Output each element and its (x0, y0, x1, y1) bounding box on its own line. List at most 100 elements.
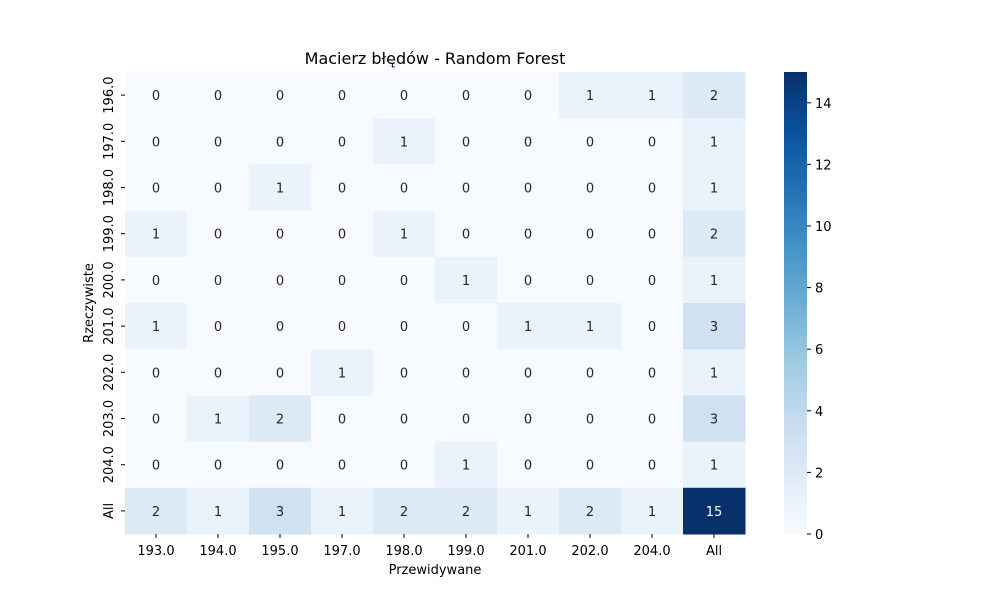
heatmap-cell (373, 395, 436, 443)
cell-value-label: 0 (152, 366, 160, 381)
cell-value-label: 0 (462, 89, 470, 104)
y-tick-label: 204.0 (102, 446, 117, 483)
cell-value-label: 0 (338, 182, 346, 197)
heatmap-cell (435, 349, 498, 396)
cell-value-label: 0 (648, 182, 656, 197)
cell-value-label: 0 (524, 413, 532, 428)
cell-value-label: 0 (462, 228, 470, 243)
heatmap-cell (373, 441, 436, 489)
cell-value-label: 0 (338, 459, 346, 474)
heatmap-cell (435, 210, 498, 258)
cell-value-label: 0 (648, 228, 656, 243)
heatmap-cell (559, 72, 622, 119)
cell-value-label: 1 (338, 505, 346, 520)
cell-value-label: 0 (152, 459, 160, 474)
heatmap-cell (125, 487, 188, 535)
cell-value-label: 0 (214, 228, 222, 243)
x-tick-label: 194.0 (199, 544, 236, 559)
x-tick-label: All (706, 544, 722, 559)
heatmap-cell (497, 349, 560, 396)
heatmap-cell (187, 441, 250, 489)
heatmap-cell (373, 256, 436, 304)
heatmap-cell (559, 487, 622, 535)
heatmap-cell (683, 256, 746, 304)
cell-value-label: 1 (524, 505, 532, 520)
heatmap-cell (373, 118, 436, 165)
cell-value-label: 0 (524, 459, 532, 474)
cell-value-label: 0 (586, 228, 594, 243)
y-axis-label: Rzeczywiste (82, 263, 97, 343)
cell-value-label: 0 (524, 366, 532, 381)
cell-value-label: 2 (710, 89, 718, 104)
cell-value-label: 0 (400, 182, 408, 197)
cell-value-label: 0 (586, 274, 594, 289)
cell-value-label: 0 (276, 459, 284, 474)
colorbar-tick-label: 10 (815, 220, 832, 235)
heatmap-cell (683, 210, 746, 258)
heatmap-cell (559, 349, 622, 396)
heatmap-cell (249, 303, 312, 350)
heatmap-cell (311, 441, 374, 489)
cell-value-label: 0 (524, 135, 532, 150)
y-tick-label: 200.0 (102, 261, 117, 298)
cell-value-label: 0 (214, 89, 222, 104)
cell-value-label: 0 (524, 89, 532, 104)
heatmap-cell (683, 349, 746, 396)
heatmap-cell (125, 395, 188, 443)
heatmap-cell (621, 164, 684, 212)
cell-value-label: 1 (710, 366, 718, 381)
cell-value-label: 0 (276, 135, 284, 150)
colorbar-tick-label: 2 (815, 466, 823, 481)
heatmap-cell (311, 395, 374, 443)
cell-value-label: 1 (338, 366, 346, 381)
cell-value-label: 15 (706, 505, 723, 520)
x-tick-label: 195.0 (261, 544, 298, 559)
cell-value-label: 3 (710, 413, 718, 428)
heatmap-cell (373, 487, 436, 535)
heatmap-cell (435, 256, 498, 304)
cell-value-label: 1 (648, 505, 656, 520)
heatmap-cell (187, 487, 250, 535)
cell-value-label: 1 (710, 274, 718, 289)
cell-value-label: 0 (152, 89, 160, 104)
cell-value-label: 1 (648, 89, 656, 104)
heatmap-cell (435, 487, 498, 535)
heatmap-cell (621, 72, 684, 119)
cell-value-label: 3 (710, 320, 718, 335)
heatmap-cells: 0 0 0 0 0 0 0 1 1 2 0 0 0 0 1 0 0 0 0 1 0 0 1 0 0 0 0 0 0 1 1 0 0 0 1 0 0 0 0 2… (125, 72, 746, 535)
heatmap-cell (249, 256, 312, 304)
cell-value-label: 0 (338, 320, 346, 335)
cell-value-label: 0 (152, 274, 160, 289)
heatmap-cell (249, 72, 312, 119)
cell-value-label: 1 (586, 320, 594, 335)
cell-value-label: 0 (214, 459, 222, 474)
heatmap-cell (559, 303, 622, 350)
heatmap-cell (435, 441, 498, 489)
cell-value-label: 0 (214, 366, 222, 381)
cell-value-label: 0 (524, 182, 532, 197)
cell-value-label: 2 (152, 505, 160, 520)
heatmap-cell (187, 303, 250, 350)
heatmap-cell (125, 349, 188, 396)
cell-value-label: 0 (648, 366, 656, 381)
y-tick-label: 199.0 (102, 215, 117, 252)
heatmap-cell (311, 118, 374, 165)
cell-value-label: 0 (586, 459, 594, 474)
heatmap-cell (249, 164, 312, 212)
heatmap-cell (497, 395, 560, 443)
x-tick-label: 199.0 (447, 544, 484, 559)
cell-value-label: 2 (710, 228, 718, 243)
x-tick-label: 204.0 (633, 544, 670, 559)
heatmap-cell (125, 72, 188, 119)
heatmap-cell (249, 118, 312, 165)
cell-value-label: 1 (400, 135, 408, 150)
cell-value-label: 0 (524, 228, 532, 243)
heatmap-cell (559, 118, 622, 165)
heatmap-cell (187, 349, 250, 396)
heatmap-cell (435, 303, 498, 350)
heatmap-cell (435, 118, 498, 165)
heatmap-cell (125, 210, 188, 258)
cell-value-label: 0 (400, 366, 408, 381)
cell-value-label: 0 (400, 413, 408, 428)
